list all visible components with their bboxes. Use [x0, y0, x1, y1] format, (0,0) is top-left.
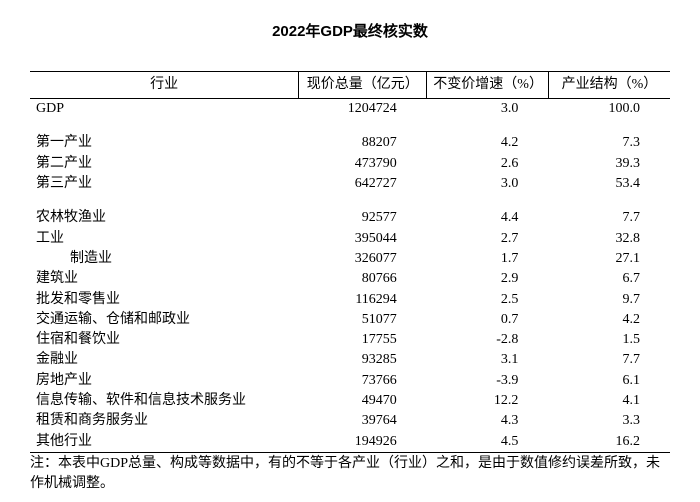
cell-value: 2.5 — [427, 290, 549, 310]
cell-value: 39.3 — [548, 154, 670, 174]
cell-value: 73766 — [299, 371, 427, 391]
cell-value: 4.5 — [427, 432, 549, 453]
cell-value: 12.2 — [427, 391, 549, 411]
cell-value: 116294 — [299, 290, 427, 310]
footnote: 注：本表中GDP总量、构成等数据中，有的不等于各产业（行业）之和，是由于数值修约… — [30, 454, 670, 493]
cell-value: 3.0 — [427, 174, 549, 194]
cell-label: 交通运输、仓储和邮政业 — [30, 310, 299, 330]
cell-value: 0.7 — [427, 310, 549, 330]
table-row: 第三产业6427273.053.4 — [30, 174, 670, 194]
table-row: 制造业3260771.727.1 — [30, 249, 670, 269]
table-row: 交通运输、仓储和邮政业510770.74.2 — [30, 310, 670, 330]
cell-value: 39764 — [299, 411, 427, 431]
col-total: 现价总量（亿元） — [299, 72, 427, 99]
cell-value: 4.4 — [427, 208, 549, 228]
cell-value: 32.8 — [548, 229, 670, 249]
cell-label: 第一产业 — [30, 133, 299, 153]
col-industry: 行业 — [30, 72, 299, 99]
cell-value: 16.2 — [548, 432, 670, 453]
cell-label: 住宿和餐饮业 — [30, 330, 299, 350]
cell-value: 93285 — [299, 350, 427, 370]
cell-value: 3.3 — [548, 411, 670, 431]
cell-value: 4.2 — [427, 133, 549, 153]
cell-value: 6.1 — [548, 371, 670, 391]
table-row: 第一产业882074.27.3 — [30, 133, 670, 153]
cell-label: 制造业 — [30, 249, 299, 269]
table-row: GDP12047243.0100.0 — [30, 99, 670, 120]
cell-value: 3.0 — [427, 99, 549, 120]
cell-value: 7.7 — [548, 350, 670, 370]
table-row: 信息传输、软件和信息技术服务业4947012.24.1 — [30, 391, 670, 411]
cell-value: 326077 — [299, 249, 427, 269]
cell-label: 农林牧渔业 — [30, 208, 299, 228]
cell-value: 92577 — [299, 208, 427, 228]
table-row: 工业3950442.732.8 — [30, 229, 670, 249]
cell-value: 2.9 — [427, 269, 549, 289]
cell-value: 53.4 — [548, 174, 670, 194]
cell-value: 2.6 — [427, 154, 549, 174]
cell-value: -3.9 — [427, 371, 549, 391]
cell-label: 房地产业 — [30, 371, 299, 391]
cell-label: 第二产业 — [30, 154, 299, 174]
cell-label: GDP — [30, 99, 299, 120]
cell-value: 194926 — [299, 432, 427, 453]
table-row: 租赁和商务服务业397644.33.3 — [30, 411, 670, 431]
cell-value: 9.7 — [548, 290, 670, 310]
cell-value: 4.2 — [548, 310, 670, 330]
cell-value: 88207 — [299, 133, 427, 153]
cell-value: 7.7 — [548, 208, 670, 228]
table-row: 房地产业73766-3.96.1 — [30, 371, 670, 391]
cell-value: 27.1 — [548, 249, 670, 269]
cell-value: 1204724 — [299, 99, 427, 120]
cell-label: 金融业 — [30, 350, 299, 370]
cell-value: 49470 — [299, 391, 427, 411]
cell-value: 7.3 — [548, 133, 670, 153]
cell-label: 建筑业 — [30, 269, 299, 289]
table-row: 建筑业807662.96.7 — [30, 269, 670, 289]
table-header-row: 行业 现价总量（亿元） 不变价增速（%） 产业结构（%） — [30, 72, 670, 99]
cell-value: 100.0 — [548, 99, 670, 120]
cell-value: 51077 — [299, 310, 427, 330]
table-row: 第二产业4737902.639.3 — [30, 154, 670, 174]
cell-label: 租赁和商务服务业 — [30, 411, 299, 431]
cell-label: 批发和零售业 — [30, 290, 299, 310]
col-growth: 不变价增速（%） — [427, 72, 549, 99]
cell-value: 80766 — [299, 269, 427, 289]
cell-value: 2.7 — [427, 229, 549, 249]
page-title: 2022年GDP最终核实数 — [30, 20, 670, 41]
cell-value: 1.7 — [427, 249, 549, 269]
table-row: 批发和零售业1162942.59.7 — [30, 290, 670, 310]
cell-value: 395044 — [299, 229, 427, 249]
cell-value: 6.7 — [548, 269, 670, 289]
cell-value: 473790 — [299, 154, 427, 174]
cell-label: 工业 — [30, 229, 299, 249]
table-row: 住宿和餐饮业17755-2.81.5 — [30, 330, 670, 350]
cell-value: 642727 — [299, 174, 427, 194]
cell-value: 17755 — [299, 330, 427, 350]
cell-value: 4.1 — [548, 391, 670, 411]
cell-value: 1.5 — [548, 330, 670, 350]
cell-label: 第三产业 — [30, 174, 299, 194]
table-row: 农林牧渔业925774.47.7 — [30, 208, 670, 228]
spacer-row — [30, 194, 670, 208]
cell-label: 信息传输、软件和信息技术服务业 — [30, 391, 299, 411]
col-structure: 产业结构（%） — [548, 72, 670, 99]
cell-value: 3.1 — [427, 350, 549, 370]
gdp-table: 行业 现价总量（亿元） 不变价增速（%） 产业结构（%） GDP12047243… — [30, 71, 670, 453]
spacer-row — [30, 119, 670, 133]
table-row: 其他行业1949264.516.2 — [30, 432, 670, 453]
cell-value: -2.8 — [427, 330, 549, 350]
table-row: 金融业932853.17.7 — [30, 350, 670, 370]
cell-label: 其他行业 — [30, 432, 299, 453]
cell-value: 4.3 — [427, 411, 549, 431]
